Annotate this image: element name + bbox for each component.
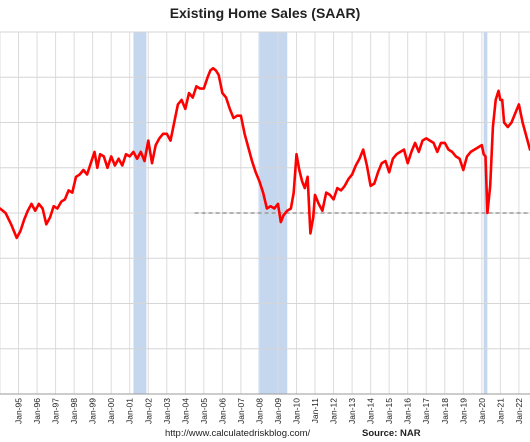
series-line [0, 66, 530, 240]
x-tick-label: Jan-21 [495, 398, 505, 424]
x-tick-label: Jan-17 [421, 398, 431, 424]
source-url[interactable]: http://www.calculatedriskblog.com/ [165, 428, 311, 439]
x-tick-label: Jan-01 [125, 398, 135, 424]
x-tick-label: Jan-11 [310, 398, 320, 424]
x-tick-label: Jan-95 [14, 398, 24, 424]
x-tick-label: Jan-22 [514, 398, 524, 424]
x-tick-label: Jan-12 [329, 398, 339, 424]
x-tick-label: Jan-02 [143, 398, 153, 424]
x-tick-label: Jan-96 [32, 398, 42, 424]
x-tick-label: Jan-99 [88, 398, 98, 424]
chart-title: Existing Home Sales (SAAR) [169, 5, 361, 21]
x-tick-label: Jan-03 [162, 398, 172, 424]
x-tick-label: Jan-97 [51, 398, 61, 424]
x-tick-label: Jan-14 [366, 398, 376, 424]
x-tick-label: Jan-20 [477, 398, 487, 424]
x-tick-label: Jan-00 [106, 398, 116, 424]
x-tick-label: Jan-98 [69, 398, 79, 424]
x-tick-label: Jan-04 [180, 398, 190, 424]
x-tick-label: Jan-15 [384, 398, 394, 424]
x-tick-label: Jan-18 [440, 398, 450, 424]
source-credit: Source: NAR [362, 428, 421, 439]
x-tick-label: Jan-16 [403, 398, 413, 424]
x-tick-label: Jan-19 [458, 398, 468, 424]
x-tick-label: Jan-13 [347, 398, 357, 424]
x-tick-label: Jan-10 [292, 398, 302, 424]
x-tick-label: Jan-06 [217, 398, 227, 424]
x-tick-label: Jan-07 [236, 398, 246, 424]
x-tick-label: Jan-08 [254, 398, 264, 424]
x-tick-label: Jan-05 [199, 398, 209, 424]
x-tick-label: Jan-09 [273, 398, 283, 424]
